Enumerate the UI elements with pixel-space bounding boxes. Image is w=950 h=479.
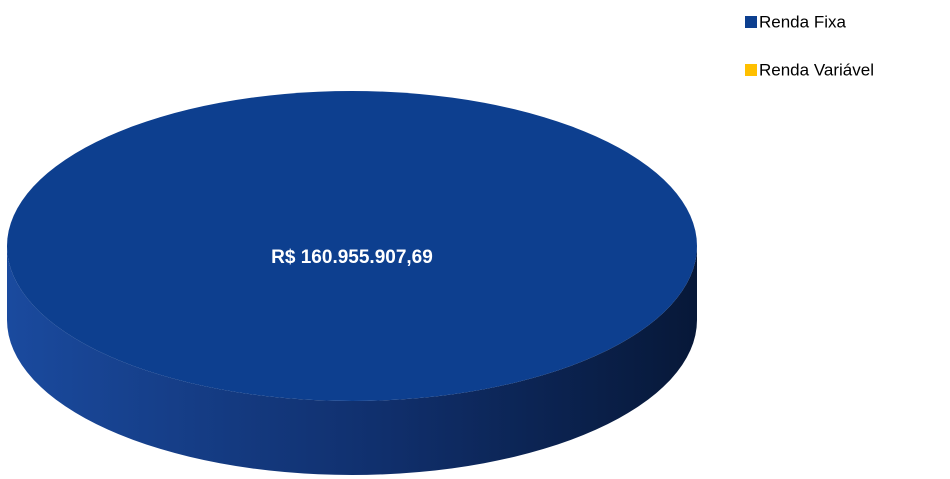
legend-swatch <box>745 16 757 28</box>
legend-swatch <box>745 64 757 76</box>
slice-side <box>7 246 697 475</box>
slice <box>7 91 697 401</box>
legend-label: Renda Variável <box>759 60 874 79</box>
value-label: R$ 160.955.907,69 <box>271 247 433 268</box>
legend-label: Renda Fixa <box>759 12 846 31</box>
